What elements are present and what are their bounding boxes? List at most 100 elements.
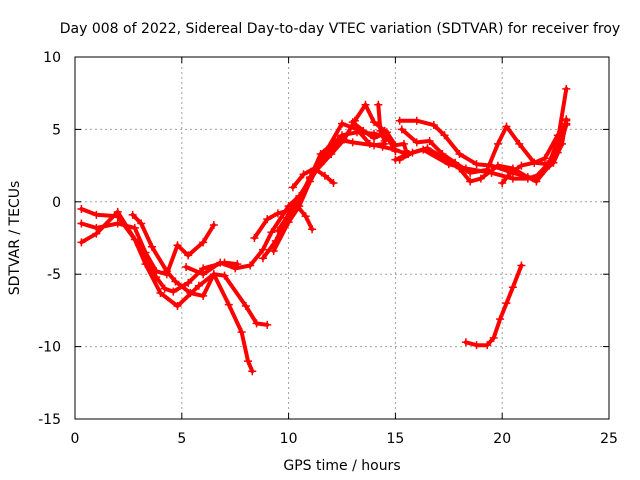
data-point (493, 139, 502, 148)
data-point (380, 136, 389, 145)
series-arc-11 (348, 118, 411, 156)
data-point (553, 131, 562, 140)
data-point (498, 178, 507, 187)
data-point (113, 207, 122, 216)
data-point (310, 164, 319, 173)
data-point (461, 338, 470, 347)
data-point (419, 145, 428, 154)
data-point (382, 128, 391, 137)
data-point (517, 261, 526, 270)
data-point (141, 260, 150, 269)
data-point (338, 119, 346, 128)
y-tick-label: -5 (47, 267, 61, 283)
data-point (562, 119, 571, 128)
data-point (472, 160, 481, 169)
data-point (237, 328, 246, 337)
data-point (199, 291, 208, 300)
data-point (301, 212, 310, 221)
data-point (359, 126, 368, 135)
data-point (483, 341, 492, 350)
x-tick-label: 10 (280, 431, 298, 447)
data-point (299, 170, 308, 179)
y-tick-label: 0 (52, 195, 61, 211)
data-point (186, 289, 195, 298)
data-point (267, 228, 276, 237)
data-point (199, 270, 208, 279)
data-point (455, 150, 464, 159)
data-point (461, 164, 470, 173)
data-point (271, 236, 280, 245)
data-point (252, 319, 261, 328)
x-tick-label: 15 (386, 431, 404, 447)
data-point (502, 122, 511, 131)
data-point (113, 219, 122, 228)
data-point (472, 341, 481, 350)
grid-lines (75, 57, 609, 419)
data-point (466, 177, 475, 186)
data-point (348, 138, 357, 147)
data-point (92, 210, 101, 219)
series-arc-13 (395, 84, 571, 183)
data-point (370, 118, 379, 127)
data-point (77, 219, 86, 228)
data-point (487, 168, 496, 177)
data-point (130, 235, 139, 244)
data-point (184, 278, 193, 287)
data-point (273, 226, 282, 235)
data-point (231, 264, 240, 273)
data-point (397, 125, 406, 134)
data-point (258, 254, 267, 263)
data-point (549, 158, 558, 167)
data-point (263, 320, 272, 329)
data-point (440, 131, 449, 140)
data-point (269, 247, 278, 256)
plot-frame (74, 56, 610, 420)
data-point (365, 139, 374, 148)
data-point (476, 174, 485, 183)
series-line (130, 212, 255, 374)
x-tick-label: 5 (177, 431, 186, 447)
series-arc-9 (273, 199, 317, 235)
data-point (184, 251, 193, 260)
data-point (523, 174, 532, 183)
series-arc-10 (288, 164, 338, 192)
data-point (444, 160, 453, 169)
series-line (184, 130, 398, 277)
data-point (173, 302, 182, 311)
data-point (156, 289, 165, 298)
data-point (128, 210, 137, 219)
data-point (562, 84, 571, 93)
data-point (530, 158, 539, 167)
data-point (308, 225, 317, 234)
data-point (425, 136, 434, 145)
data-point (137, 219, 146, 228)
data-point (194, 281, 203, 290)
data-point (558, 139, 567, 148)
data-point (515, 139, 524, 148)
series-arc-5 (182, 128, 400, 279)
data-point (508, 174, 517, 183)
y-tick-label: -10 (38, 340, 61, 356)
data-point (258, 245, 267, 254)
data-point (224, 300, 233, 309)
series-arc-2 (77, 219, 218, 279)
data-point (305, 173, 314, 182)
data-point (404, 150, 413, 159)
data-point (376, 126, 385, 135)
data-point (412, 138, 421, 147)
series-arc-12 (374, 100, 389, 145)
data-point (162, 267, 171, 276)
data-point (412, 116, 421, 125)
data-point (320, 171, 329, 180)
data-point (216, 258, 225, 267)
series-line (463, 263, 524, 348)
series-arc-18 (461, 261, 526, 350)
data-point (173, 241, 182, 250)
series-arc-16 (391, 115, 571, 183)
data-point (248, 367, 257, 376)
data-point (171, 277, 180, 286)
data-point (540, 154, 549, 163)
y-tick-labels: -15 -10 -5 0 5 10 (38, 50, 61, 428)
x-tick-label: 20 (493, 431, 511, 447)
